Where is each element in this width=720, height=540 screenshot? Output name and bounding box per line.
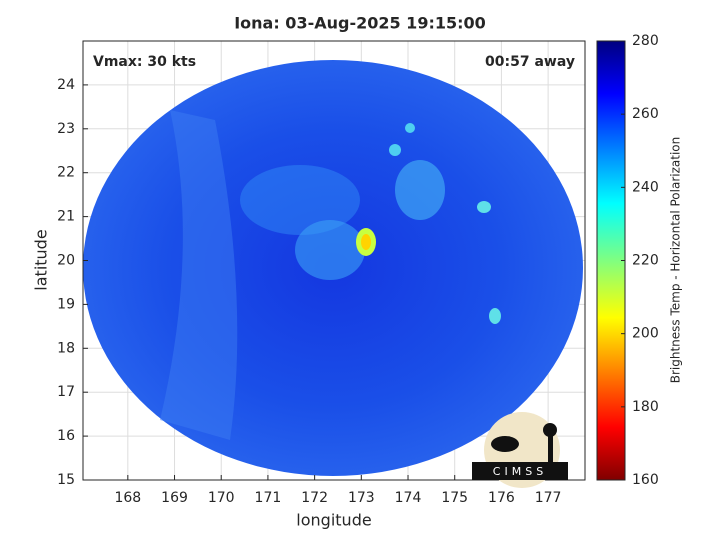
annotation: Vmax: 30 kts: [93, 54, 196, 70]
y-tick-label: 23: [57, 121, 75, 137]
y-tick-label: 17: [57, 384, 75, 400]
y-axis-label: latitude: [32, 229, 51, 290]
x-axis-label: longitude: [296, 511, 371, 530]
colorbar-tick-label: 180: [632, 399, 659, 415]
x-tick-label: 170: [208, 490, 235, 506]
colorbar-tick-label: 160: [632, 472, 659, 488]
x-tick-label: 173: [348, 490, 375, 506]
y-tick-label: 19: [57, 296, 75, 312]
x-tick-label: 175: [441, 490, 468, 506]
colorbar-tick-label: 260: [632, 106, 659, 122]
y-tick-label: 22: [57, 165, 75, 181]
logo: CIMSS: [472, 412, 568, 488]
x-tick-label: 174: [395, 490, 422, 506]
colorbar-tick-label: 280: [632, 33, 659, 49]
y-tick-label: 20: [57, 253, 75, 269]
x-tick-label: 177: [535, 490, 562, 506]
colorbar-tick-label: 240: [632, 179, 659, 195]
x-tick-label: 169: [161, 490, 188, 506]
colorbar-tick-label: 220: [632, 253, 659, 269]
x-tick-label: 171: [255, 490, 282, 506]
y-tick-label: 18: [57, 340, 75, 356]
x-tick-label: 168: [114, 490, 141, 506]
x-tick-label: 176: [488, 490, 515, 506]
y-tick-label: 16: [57, 428, 75, 444]
colorbar-label: Brightness Temp - Horizontal Polarizatio…: [669, 137, 683, 384]
chart-title: Iona: 03-Aug-2025 19:15:00: [234, 14, 486, 33]
y-tick-label: 24: [57, 77, 75, 93]
x-tick-label: 172: [301, 490, 328, 506]
y-tick-label: 15: [57, 472, 75, 488]
swath: [83, 60, 583, 476]
colorbar-tick-label: 200: [632, 326, 659, 342]
logo-text: CIMSS: [493, 465, 547, 478]
y-tick-label: 21: [57, 209, 75, 225]
colorbar: [596, 40, 626, 481]
annotation: 00:57 away: [485, 54, 575, 70]
